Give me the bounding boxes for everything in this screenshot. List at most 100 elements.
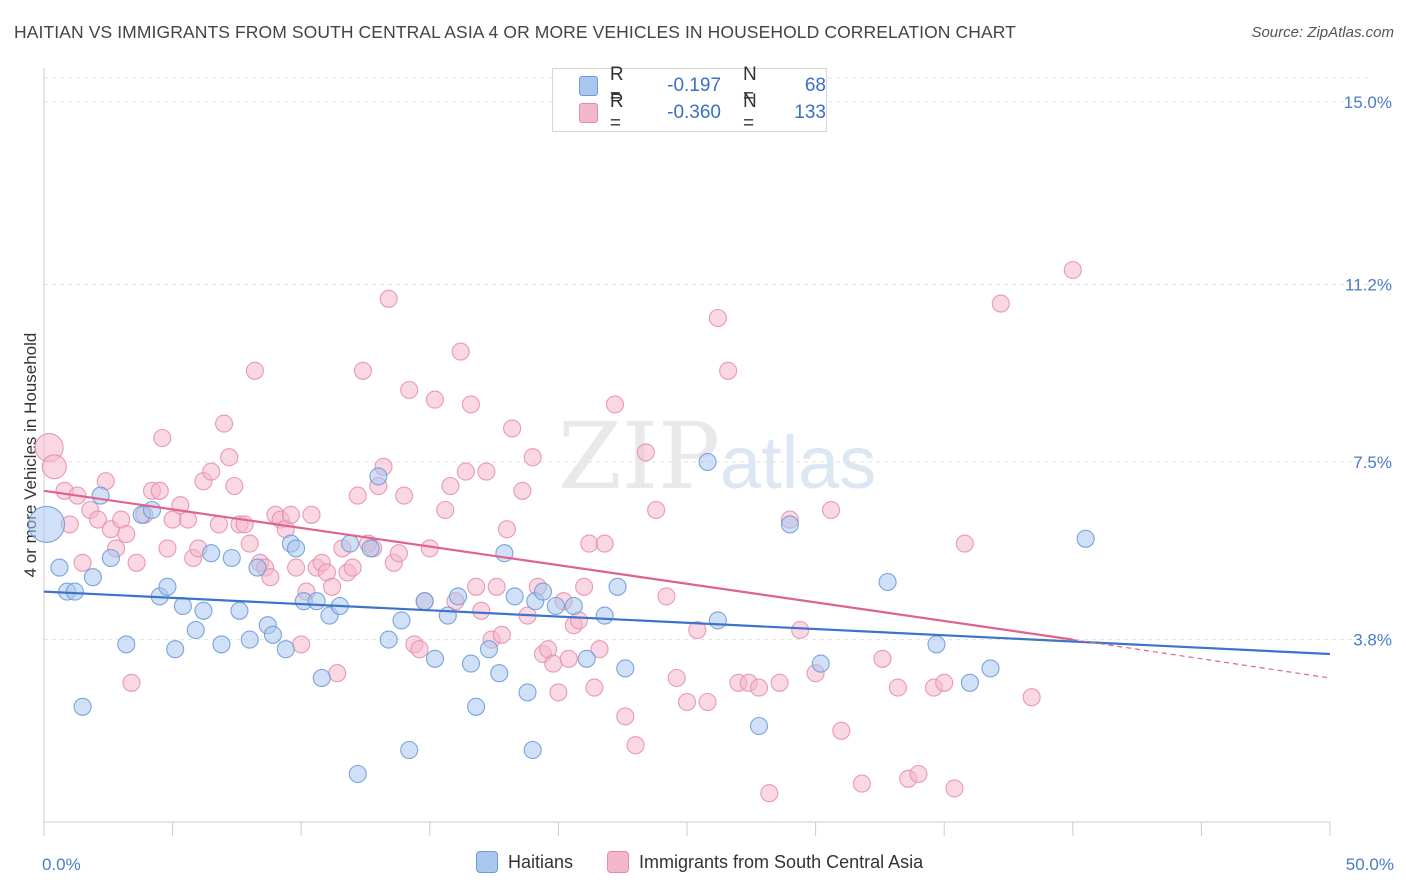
immigrants-point [225, 476, 244, 496]
immigrants-point [791, 620, 810, 640]
haitians-point [142, 500, 162, 520]
immigrants-point [626, 736, 645, 755]
legend-r-value: -0.360 [667, 102, 721, 123]
haitians-point [1076, 529, 1095, 548]
immigrants-point [770, 673, 789, 692]
immigrants-point [461, 395, 481, 414]
legend-row-immigrants: R = -0.360 N = 133 [579, 91, 826, 134]
source-label: Source: ZipAtlas.com [1251, 24, 1394, 41]
immigrants-point [240, 534, 259, 553]
immigrants-point [991, 294, 1010, 313]
haitians-point [65, 582, 84, 601]
series-haitians-points [28, 452, 1095, 784]
watermark-atlas: atlas [720, 421, 876, 504]
immigrants-point [477, 462, 496, 481]
haitians-point [505, 587, 524, 606]
legend-item-immigrants[interactable]: Immigrants from South Central Asia [607, 851, 923, 873]
immigrants-point [945, 779, 964, 798]
legend-item-haitians[interactable]: Haitians [476, 851, 573, 873]
immigrants-point [636, 443, 655, 462]
haitians-point [173, 596, 192, 616]
haitians-point [263, 625, 282, 644]
immigrants-point [467, 577, 486, 596]
legend-swatch-immigrants [607, 851, 630, 873]
immigrants-point [353, 361, 372, 380]
immigrants-point [292, 635, 311, 654]
legend-label-immigrants: Immigrants from South Central Asia [639, 851, 924, 872]
immigrants-point [425, 390, 444, 409]
immigrants-point [395, 486, 414, 505]
immigrants-point [1022, 688, 1041, 707]
immigrants-point [202, 462, 221, 481]
immigrants-point [451, 342, 470, 361]
legend-n-value: 68 [804, 75, 826, 96]
haitians-point [616, 659, 635, 678]
immigrants-trend-line [43, 489, 1073, 641]
immigrants-point [955, 534, 974, 553]
haitians-point [449, 587, 468, 606]
immigrants-point [497, 520, 517, 539]
immigrants-point [410, 640, 429, 659]
haitians-point [595, 606, 614, 625]
immigrants-point [595, 534, 614, 553]
immigrants-point [708, 308, 727, 328]
immigrants-point [220, 448, 239, 467]
immigrants-point [575, 577, 594, 596]
legend-n-label: N = [743, 64, 757, 107]
haitians-point [523, 740, 542, 760]
immigrants-point [698, 692, 717, 712]
immigrants-point [1063, 260, 1082, 280]
immigrants-point [616, 707, 635, 726]
immigrants-point [302, 505, 321, 524]
haitians-point [415, 592, 434, 611]
y-tick-label: 15.0% [1344, 93, 1392, 112]
haitians-point [400, 740, 419, 760]
haitians-point [981, 659, 1000, 678]
immigrants-point [281, 505, 300, 524]
immigrants-point [585, 678, 604, 697]
legend-swatch-haitians [579, 76, 598, 96]
immigrants-point [456, 462, 475, 481]
haitians-point [83, 568, 102, 587]
immigrants-point [544, 654, 563, 673]
immigrants-point [909, 764, 928, 784]
immigrants-point [209, 515, 228, 534]
immigrants-point [688, 620, 707, 640]
legend-r-value: -0.197 [667, 75, 721, 96]
haitians-point [248, 558, 267, 577]
haitians-point [927, 635, 946, 654]
legend-label-haitians: Haitians [508, 851, 574, 872]
haitians-point [467, 697, 486, 716]
immigrants-point [436, 500, 455, 520]
immigrants-point [492, 625, 511, 644]
haitians-point [73, 697, 92, 716]
y-tick-label: 7.5% [1353, 453, 1392, 472]
haitians-point [608, 577, 627, 596]
haitians-point [564, 596, 583, 616]
haitians-point [194, 601, 213, 620]
immigrants-point [88, 510, 108, 529]
immigrants-point [888, 678, 907, 697]
immigrants-point [323, 577, 342, 596]
immigrants-point [719, 361, 738, 380]
haitians-point [533, 582, 553, 601]
immigrants-point [590, 640, 609, 659]
immigrants-point [400, 380, 419, 400]
haitians-trend-line [43, 590, 1331, 656]
haitians-point [276, 640, 295, 659]
haitians-point [518, 683, 537, 702]
haitians-point [392, 611, 411, 630]
legend-r-label: R = [609, 64, 624, 107]
legend-swatch-haitians [476, 851, 498, 873]
haitians-point [166, 640, 185, 659]
tick-labels: 3.8% 7.5% 11.2% 15.0% 0.0% 50.0% [42, 93, 1394, 874]
immigrants-point [73, 553, 92, 572]
immigrants-point [605, 395, 625, 414]
immigrants-point [328, 664, 347, 683]
immigrants-point [343, 558, 362, 577]
immigrants-point [287, 558, 306, 577]
trend-lines [43, 489, 1331, 679]
haitians-point [698, 452, 717, 472]
immigrants-point [677, 692, 697, 712]
